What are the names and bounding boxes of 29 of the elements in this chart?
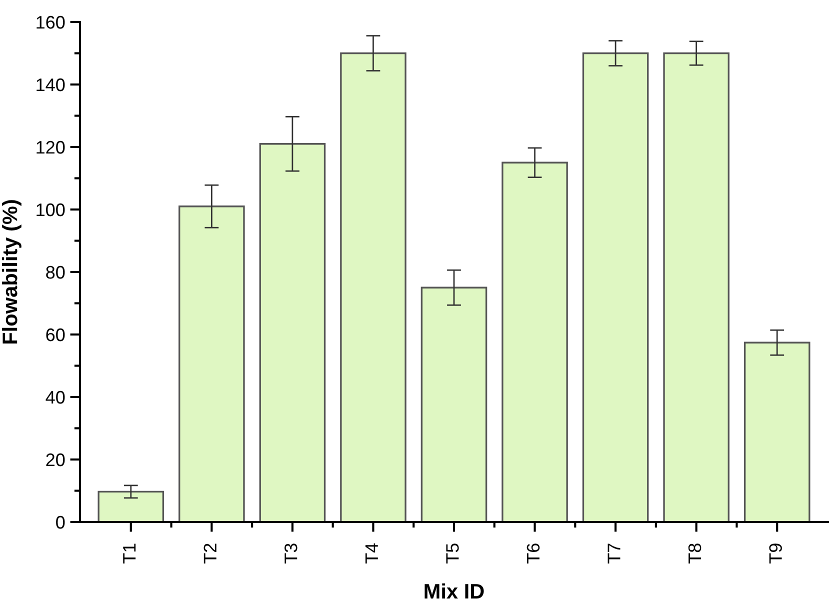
bar	[744, 342, 810, 522]
x-tick-label: T7	[608, 544, 620, 564]
y-tick-label: 20	[46, 453, 65, 466]
x-tick-label: T5	[446, 544, 459, 564]
y-tick-label: 40	[46, 390, 65, 404]
bar	[259, 143, 326, 522]
x-tick-label: T2	[204, 544, 216, 564]
bar	[582, 52, 649, 522]
bar	[502, 162, 568, 522]
bar	[663, 52, 730, 522]
bar	[420, 286, 488, 522]
x-tick-label: T4	[365, 543, 378, 564]
x-tick-label: T9	[769, 544, 782, 564]
y-tick-label: 60	[46, 328, 65, 342]
x-tick-label: T3	[284, 544, 298, 564]
y-tick-label: 80	[46, 266, 65, 279]
x-axis-title: Mix ID	[424, 583, 484, 598]
y-axis-title: Flowability (%)	[2, 200, 22, 344]
x-tick-label: T8	[688, 544, 702, 564]
x-tick-label: T1	[123, 544, 136, 564]
y-tick-label: 140	[36, 78, 65, 92]
y-tick-label: 120	[36, 140, 65, 154]
bar	[98, 490, 164, 522]
bar	[178, 206, 245, 522]
bar	[340, 52, 406, 522]
y-tick-label: 160	[36, 16, 65, 29]
y-tick-label: 0	[56, 516, 65, 529]
y-tick-label: 100	[36, 203, 65, 216]
x-tick-label: T6	[526, 544, 540, 564]
